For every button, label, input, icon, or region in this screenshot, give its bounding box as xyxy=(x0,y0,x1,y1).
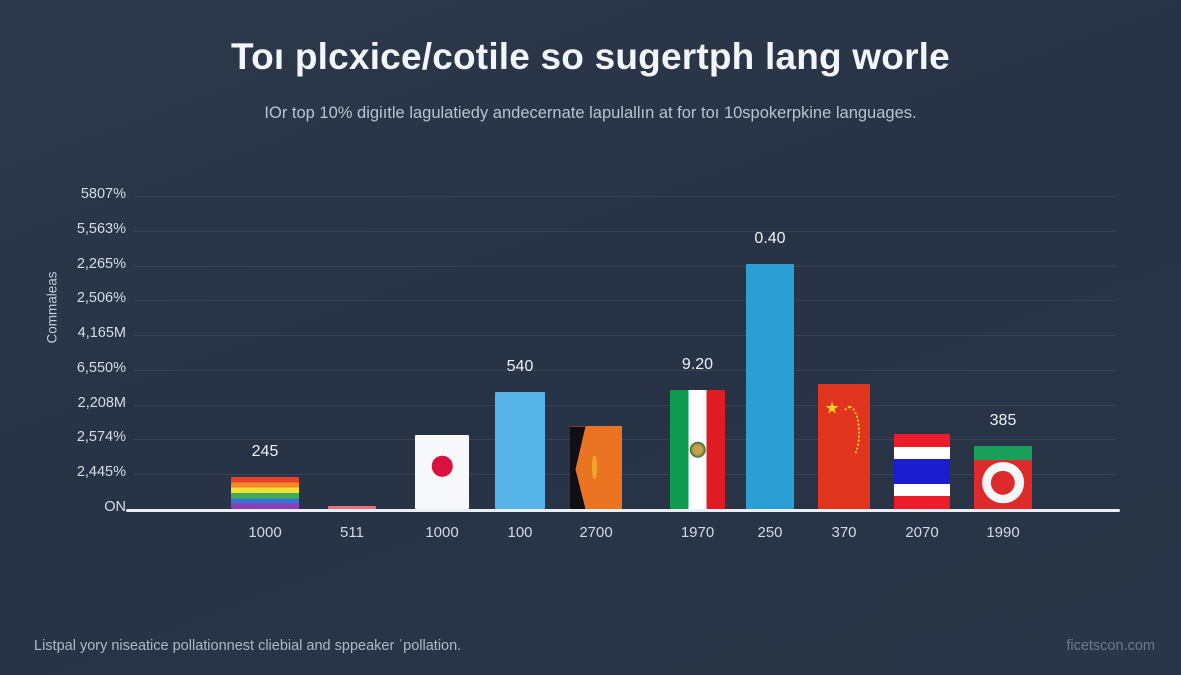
page-title: Toı plcxice/cotile so sugertph lang worl… xyxy=(231,36,950,77)
x-axis-tick-label: 370 xyxy=(831,524,857,541)
x-axis-tick-label: 100 xyxy=(507,524,533,541)
gridline xyxy=(134,404,1116,406)
watermark: ficetscon.com xyxy=(1066,638,1155,654)
japan-flag-icon xyxy=(415,435,469,509)
y-axis-tick-label: 2,265% xyxy=(76,255,126,272)
x-axis-tick-label: 250 xyxy=(757,524,783,541)
orange-black-flag-icon xyxy=(570,426,622,509)
light-blue-bar-icon xyxy=(495,392,545,509)
y-axis-tick-label: 6,550% xyxy=(76,359,126,376)
bar[interactable] xyxy=(495,392,545,509)
chart-subtitle: IOr top 10% digiıtle lagulatiedy andecer… xyxy=(264,104,917,122)
pink-bar-icon xyxy=(328,506,376,509)
gridline xyxy=(134,196,1116,197)
x-axis-line xyxy=(126,509,1120,512)
bar-value-label: 245 xyxy=(251,442,279,460)
bar[interactable] xyxy=(670,390,725,509)
star-arc-icon xyxy=(838,406,861,461)
bar-value-label: 540 xyxy=(506,358,534,376)
y-axis-tick-labels: 5807% 5,563% 2,265% 2,506% 4,165M 6,550% 2,208… xyxy=(14,0,126,675)
bar-value-label: 0.40 xyxy=(754,230,786,248)
plot-area xyxy=(134,196,1116,510)
x-axis-tick-label: 1000 xyxy=(248,524,282,541)
x-axis-tick-label: 1000 xyxy=(425,524,459,541)
bar[interactable] xyxy=(894,434,950,509)
china-flag-icon xyxy=(818,383,870,509)
x-axis-tick-label: 2070 xyxy=(905,524,939,541)
bar[interactable] xyxy=(746,264,794,509)
gridline xyxy=(134,265,1116,267)
gridline xyxy=(134,300,1116,302)
bar[interactable] xyxy=(818,383,870,509)
mexico-flag-icon xyxy=(670,390,725,509)
bar-series: 245 540 9.20 0.40 385 xyxy=(0,0,1181,509)
bar[interactable] xyxy=(974,446,1032,509)
gridline xyxy=(134,474,1116,476)
green-red-circle-flag-icon xyxy=(974,446,1032,509)
y-axis-tick-label: 2,574% xyxy=(76,429,126,446)
gridline xyxy=(134,439,1116,441)
bar-value-label: 9.20 xyxy=(681,356,714,374)
gridline xyxy=(134,335,1116,337)
y-axis-tick-label: 2,445% xyxy=(76,464,126,481)
y-axis-tick-label: 5,563% xyxy=(76,220,126,237)
footer-note: Listpal yory niseatice pollationnest cli… xyxy=(34,638,462,654)
bar[interactable] xyxy=(415,435,469,509)
blue-bar-icon xyxy=(746,264,794,509)
bar[interactable] xyxy=(328,506,376,509)
y-axis-tick-label: 2,506% xyxy=(76,290,126,307)
gridline xyxy=(134,369,1116,371)
bar-value-label: 385 xyxy=(989,412,1017,430)
x-axis-tick-label: 2700 xyxy=(579,524,613,541)
y-axis-tick-label: 4,165M xyxy=(77,325,126,342)
x-axis-tick-label: 1970 xyxy=(680,524,715,541)
rainbow-flag-icon xyxy=(231,476,299,509)
x-axis-tick-label: 511 xyxy=(340,524,364,541)
star-icon xyxy=(825,401,839,414)
circle-icon xyxy=(990,470,1016,495)
y-axis-tick-label: 2,208M xyxy=(77,394,126,411)
thailand-flag-icon xyxy=(894,434,950,509)
y-axis-tick-label: ON xyxy=(104,499,126,515)
bar[interactable] xyxy=(231,476,299,509)
x-axis-tick-label: 1990 xyxy=(986,524,1020,541)
y-axis-tick-label: 5807% xyxy=(80,186,126,202)
gridline xyxy=(134,230,1116,232)
bar[interactable] xyxy=(570,426,622,509)
